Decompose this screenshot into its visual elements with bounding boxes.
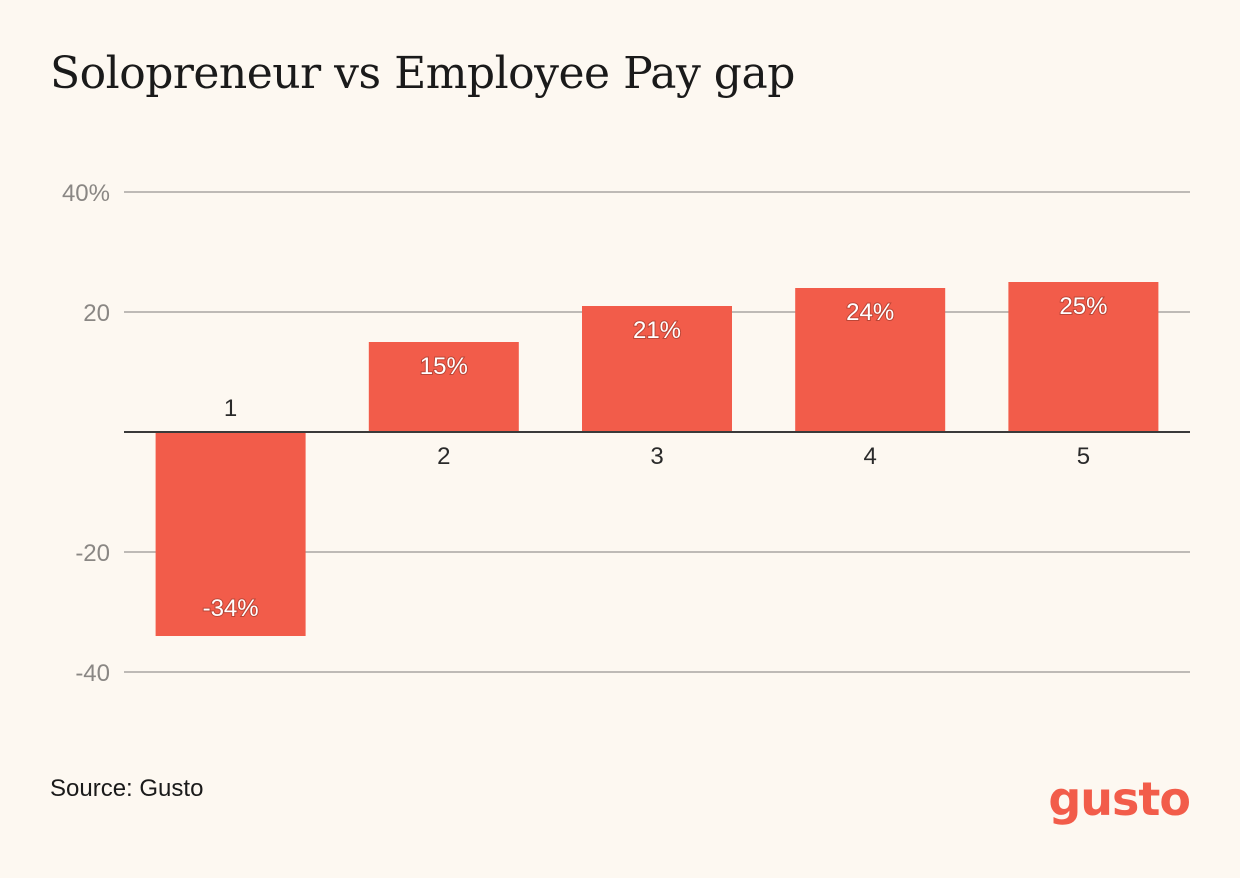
bar [368,342,519,432]
bar [795,288,946,432]
bar [155,432,306,636]
bar [1008,282,1159,432]
bars [155,282,1159,636]
category-label: 3 [650,443,663,470]
category-label: 2 [437,443,450,470]
labels: 40% 20 -20 -40 -34% 1 15% 2 21% 3 24% 4 25% 5 [62,180,1108,687]
y-tick-label: 40% [62,180,110,207]
data-label: 21% [633,317,681,344]
data-label: -34% [203,595,259,622]
category-label: 4 [864,443,877,470]
gusto-logo: gusto [1048,772,1191,826]
y-tick-label: 20 [83,300,110,327]
bar [582,306,732,432]
data-label: 15% [420,353,468,380]
data-label: 25% [1059,293,1107,320]
category-label: 1 [224,395,237,422]
y-tick-label: -40 [75,660,110,687]
y-tick-label: -20 [75,540,110,567]
source-note: Source: Gusto [50,775,204,802]
data-label: 24% [846,299,894,326]
category-label: 5 [1077,443,1090,470]
chart-title: Solopreneur vs Employee Pay gap [50,48,795,99]
